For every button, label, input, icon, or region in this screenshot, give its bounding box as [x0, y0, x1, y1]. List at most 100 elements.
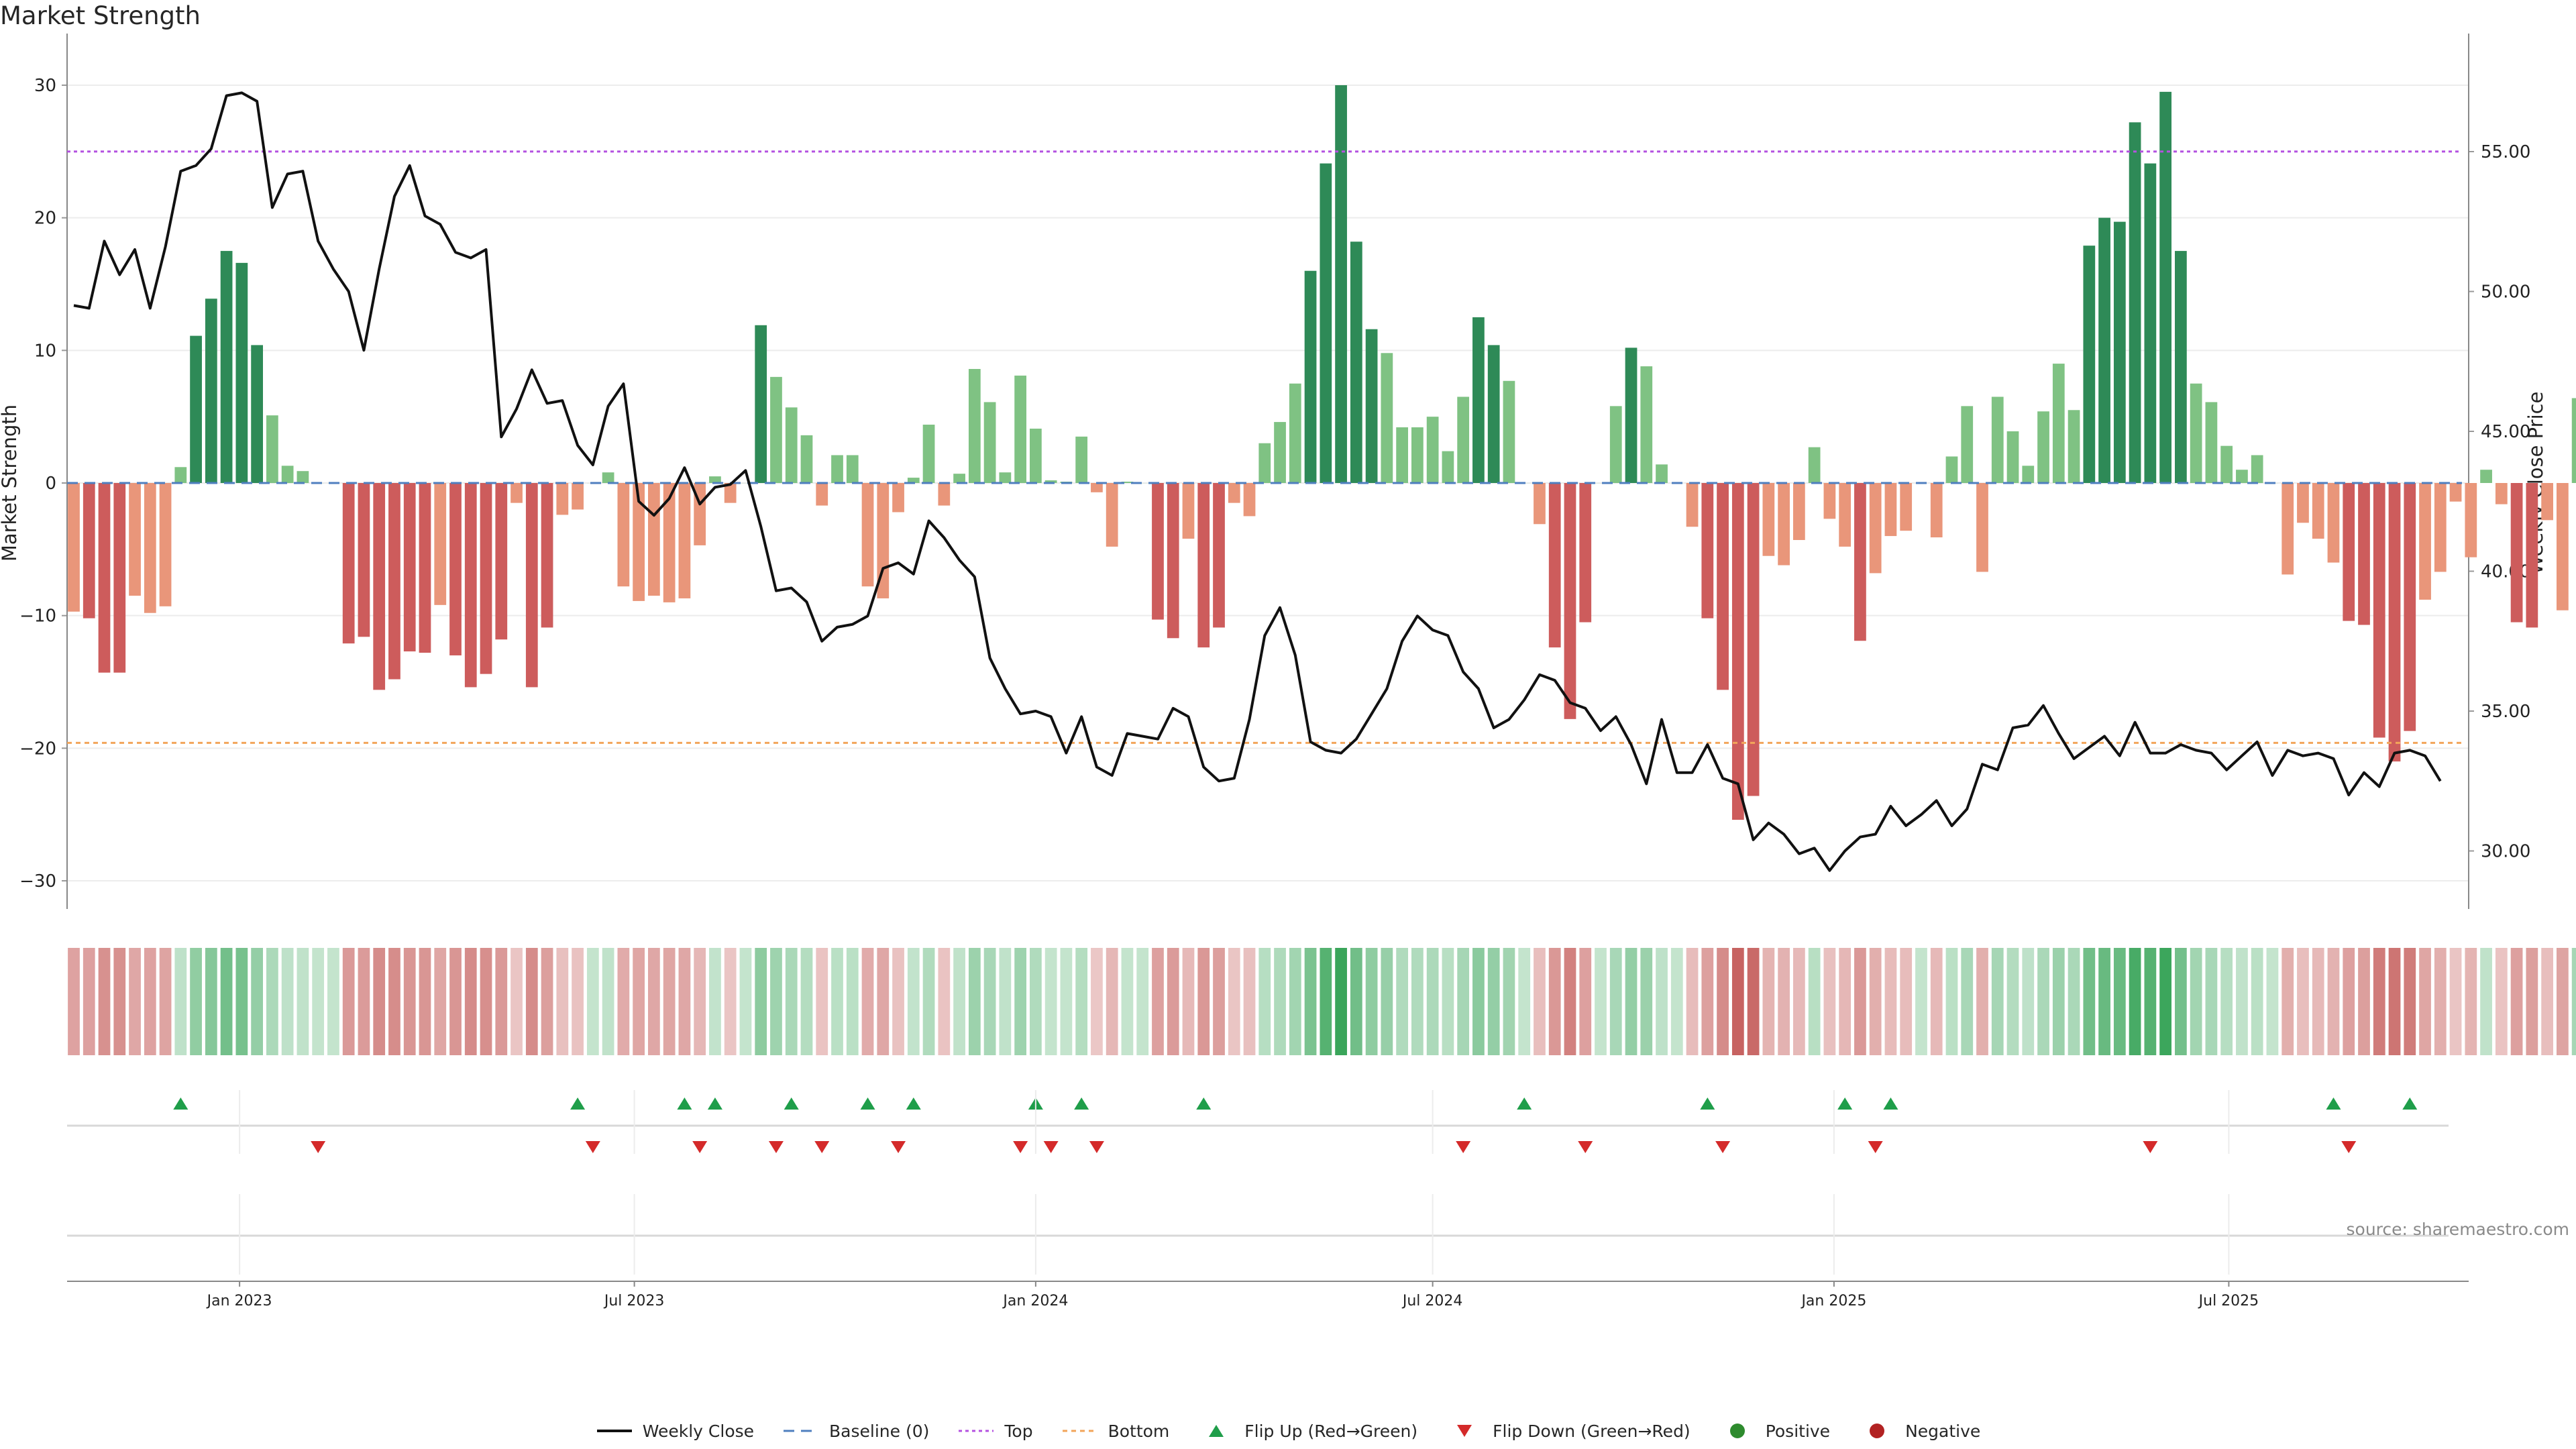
heat-cell [2557, 948, 2569, 1055]
strength-bar [1182, 483, 1195, 539]
heat-cell [892, 948, 904, 1055]
strength-bar [648, 483, 660, 596]
strength-bar [1793, 483, 1805, 540]
strength-bar [235, 262, 248, 483]
heat-cell [968, 948, 981, 1055]
strength-bar [1320, 163, 1332, 483]
heat-cell [2022, 948, 2035, 1055]
strength-bar [2297, 483, 2309, 523]
heat-cell [2159, 948, 2171, 1055]
flip-down-marker [692, 1141, 708, 1153]
strength-bar [1976, 483, 1988, 572]
strength-bar [1106, 483, 1118, 547]
flip-down-marker [311, 1141, 326, 1153]
heat-cell [1091, 948, 1103, 1055]
strength-bar [831, 455, 843, 483]
heat-cell [342, 948, 355, 1055]
strength-bar [1823, 483, 1836, 519]
heat-cell [1320, 948, 1332, 1055]
heat-cell [2144, 948, 2157, 1055]
flip-down-marker [1043, 1141, 1059, 1153]
legend: Weekly Close Baseline (0) Top Bottom Flip Up… [0, 1421, 2576, 1441]
strength-bar [1656, 464, 1668, 483]
legend-dot [1870, 1424, 1885, 1438]
strength-bar [1747, 483, 1760, 796]
heat-cell [2266, 948, 2279, 1055]
heat-cell [1030, 948, 1042, 1055]
strength-bar [953, 474, 965, 483]
flip-up-marker [1517, 1097, 1532, 1110]
heat-cell [633, 948, 645, 1055]
strength-bar [1228, 483, 1240, 503]
heat-cell [1625, 948, 1638, 1055]
strength-bar [2373, 483, 2385, 738]
heat-cell [511, 948, 523, 1055]
heat-cell [2190, 948, 2202, 1055]
strength-bar [572, 483, 584, 510]
strength-bar [1564, 483, 1576, 719]
strength-bar [663, 483, 676, 602]
legend-up-triangle [1209, 1425, 1224, 1437]
heat-cell [800, 948, 813, 1055]
heat-cell [1747, 948, 1760, 1055]
source-note: source: sharemaestro.com [2346, 1220, 2570, 1239]
heat-cell [1656, 948, 1668, 1055]
strength-bar [1121, 482, 1134, 483]
heat-cell [1075, 948, 1088, 1055]
strength-bar [2419, 483, 2431, 600]
strength-bar [983, 402, 996, 483]
strength-bar [2205, 402, 2218, 483]
legend-item-negative: Negative [1858, 1421, 1980, 1441]
heat-cell [2236, 948, 2248, 1055]
strength-bar [2510, 483, 2523, 623]
strength-bar [68, 483, 80, 612]
strength-bar [1686, 483, 1699, 527]
heat-cell [556, 948, 569, 1055]
strength-bar [2571, 398, 2576, 483]
legend-label: Negative [1905, 1421, 1981, 1441]
heat-cell [1701, 948, 1714, 1055]
heat-cell [2312, 948, 2324, 1055]
strength-bar [2557, 483, 2569, 610]
strength-bar [1335, 85, 1347, 484]
x-tick-label: Jul 2024 [1401, 1293, 1463, 1309]
strength-bar [617, 483, 630, 587]
legend-dot [1729, 1424, 1745, 1438]
flip-up-marker [1196, 1097, 1212, 1110]
strength-bar [113, 483, 126, 673]
strength-bar [1839, 483, 1851, 547]
legend-item-flip-up: Flip Up (Red→Green) [1197, 1421, 1417, 1441]
strength-bar [2404, 483, 2416, 731]
heat-cell [113, 948, 126, 1055]
heat-cell [2419, 948, 2431, 1055]
flip-up-marker [2402, 1097, 2418, 1110]
flip-down-marker [2341, 1141, 2357, 1153]
heat-cell [2526, 948, 2538, 1055]
heat-cell [434, 948, 447, 1055]
flip-markers [67, 1097, 2449, 1237]
strength-bar [174, 467, 187, 483]
heat-cell [1961, 948, 1974, 1055]
heat-cell [144, 948, 156, 1055]
strength-bar [2465, 483, 2477, 557]
strength-bar [205, 299, 217, 483]
strength-bar [1075, 436, 1088, 483]
strength-bar [1961, 406, 1974, 483]
heat-cell [1564, 948, 1576, 1055]
heat-cell [2541, 948, 2553, 1055]
heat-cell [525, 948, 538, 1055]
strength-bar [2434, 483, 2447, 572]
strength-bar [403, 483, 416, 652]
flip-down-marker [2143, 1141, 2158, 1153]
page-title: Market Strength [0, 1, 201, 30]
heat-cell [1854, 948, 1866, 1055]
heat-cell [1182, 948, 1195, 1055]
strength-bar [525, 483, 538, 688]
heat-cell [2327, 948, 2340, 1055]
heat-cell [678, 948, 691, 1055]
legend-item-flip-down: Flip Down (Green→Red) [1446, 1421, 1690, 1441]
ytick-right-label: 30.00 [2481, 842, 2530, 862]
legend-item-positive: Positive [1719, 1421, 1830, 1441]
flip-up-marker [677, 1097, 692, 1110]
strength-bar [1152, 483, 1164, 620]
